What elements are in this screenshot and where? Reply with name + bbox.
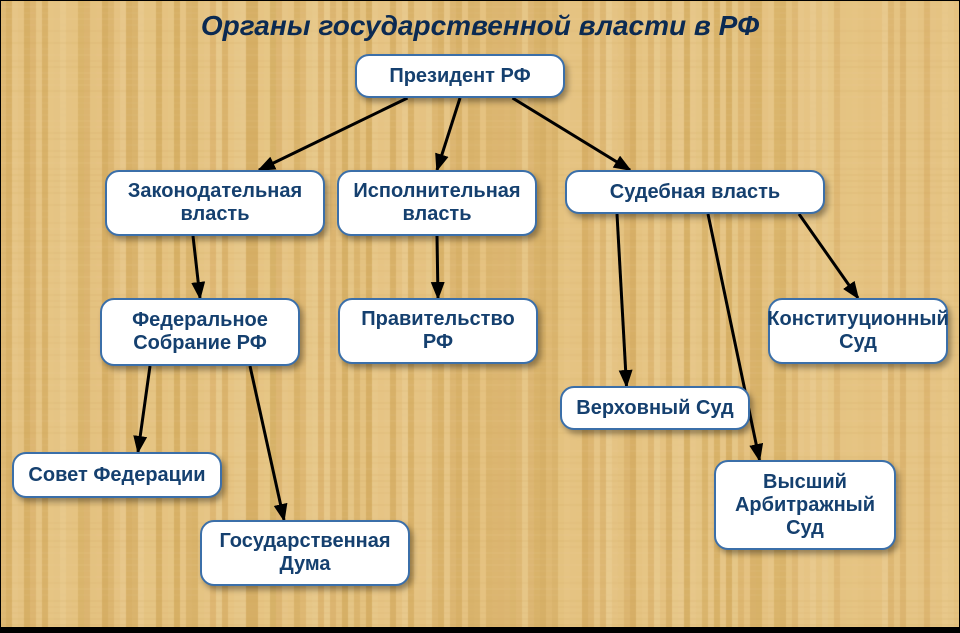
node-arbitration: Высший Арбитражный Суд — [714, 460, 896, 550]
node-legislative: Законодательная власть — [105, 170, 325, 236]
node-duma: Государственная Дума — [200, 520, 410, 586]
node-government: Правительство РФ — [338, 298, 538, 364]
outer-frame-bottom — [0, 627, 960, 633]
diagram-title: Органы государственной власти в РФ — [0, 10, 960, 42]
node-judicial: Судебная власть — [565, 170, 825, 214]
node-supremecourt: Верховный Суд — [560, 386, 750, 430]
node-sovfed: Совет Федерации — [12, 452, 222, 498]
diagram-stage: Органы государственной власти в РФ Прези… — [0, 0, 960, 633]
node-constcourt: Конституционный Суд — [768, 298, 948, 364]
node-fedsobr: Федеральное Собрание РФ — [100, 298, 300, 366]
node-president: Президент РФ — [355, 54, 565, 98]
node-executive: Исполнительная власть — [337, 170, 537, 236]
